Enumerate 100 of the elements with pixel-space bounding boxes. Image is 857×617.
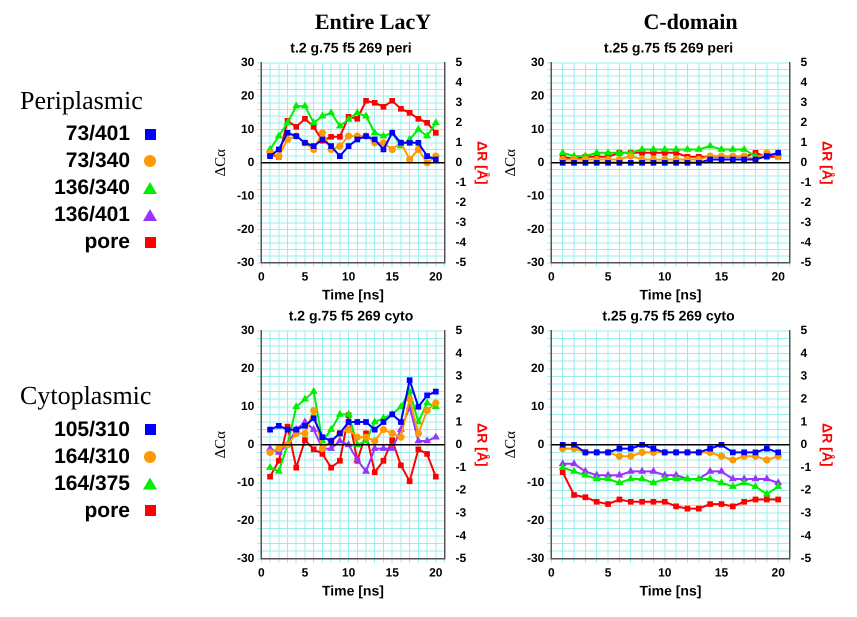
y-tick-label: -20 bbox=[527, 222, 545, 236]
legend-label: 73/340 bbox=[64, 149, 130, 172]
legend-label: pore bbox=[83, 230, 130, 253]
y2-tick-label: 0 bbox=[800, 437, 808, 452]
y2-tick-label: -4 bbox=[800, 528, 812, 542]
y2-tick-label: 0 bbox=[800, 155, 808, 170]
y-tick-label: 0 bbox=[538, 437, 545, 452]
y2-tick-label: 0 bbox=[456, 437, 463, 452]
y2-tick-label: -2 bbox=[800, 195, 812, 210]
y2-axis-title: ΔR [Å] bbox=[474, 423, 491, 467]
y2-tick-label: 5 bbox=[800, 323, 808, 338]
x-tick-label: 10 bbox=[658, 269, 672, 284]
y-tick-label: -30 bbox=[237, 551, 255, 566]
y-tick-label: 10 bbox=[530, 122, 545, 136]
chart-title: t.25 g.75 f5 269 peri bbox=[604, 39, 734, 56]
y2-tick-label: -2 bbox=[456, 195, 467, 210]
y2-tick-label: -5 bbox=[800, 255, 812, 270]
legend-title: Periplasmic bbox=[20, 84, 144, 116]
x-tick-label: 10 bbox=[342, 565, 356, 580]
y2-tick-label: -3 bbox=[456, 506, 467, 520]
x-tick-label: 10 bbox=[342, 269, 356, 284]
y2-tick-label: 2 bbox=[800, 392, 808, 406]
y-tick-label: 10 bbox=[240, 122, 255, 136]
y-axis-title: ΔCα bbox=[212, 148, 229, 177]
y2-tick-label: 1 bbox=[456, 135, 463, 150]
y2-tick-label: -2 bbox=[456, 482, 467, 497]
y2-tick-label: -5 bbox=[800, 551, 812, 566]
legend-title: Cytoplasmic bbox=[20, 380, 152, 412]
legend-label: 105/310 bbox=[53, 418, 130, 440]
y-tick-label: -30 bbox=[527, 255, 545, 270]
text: Entire LacY bbox=[314, 8, 432, 36]
y2-tick-label: 4 bbox=[456, 75, 463, 90]
y2-axis-title: ΔR [Å] bbox=[820, 141, 836, 185]
text: C-domain bbox=[642, 8, 739, 36]
x-tick-label: 0 bbox=[548, 565, 555, 580]
y2-tick-label: -3 bbox=[800, 506, 812, 520]
y2-axis-title: ΔR [Å] bbox=[474, 141, 491, 185]
y2-tick-label: -5 bbox=[456, 255, 467, 270]
y2-tick-label: 4 bbox=[456, 346, 463, 360]
y-tick-label: -10 bbox=[237, 475, 255, 490]
y-tick-label: -10 bbox=[527, 475, 545, 490]
chart-title: t.25 g.75 f5 269 cyto bbox=[602, 307, 735, 324]
y2-tick-label: 0 bbox=[456, 155, 463, 170]
y2-tick-label: 1 bbox=[800, 414, 808, 428]
y-tick-label: -10 bbox=[527, 188, 545, 202]
y2-axis-title: ΔR [Å] bbox=[820, 423, 836, 467]
y2-tick-label: -4 bbox=[800, 235, 812, 250]
y-tick-label: 10 bbox=[530, 399, 545, 414]
y2-tick-label: 1 bbox=[456, 414, 463, 428]
y2-tick-label: 2 bbox=[800, 115, 808, 130]
x-tick-label: 5 bbox=[604, 269, 612, 284]
y-axis-title: ΔCα bbox=[502, 148, 519, 177]
y-tick-label: -20 bbox=[237, 513, 255, 528]
y-tick-label: 20 bbox=[530, 361, 545, 376]
y-tick-label: 20 bbox=[240, 88, 255, 102]
y-tick-label: 20 bbox=[530, 88, 545, 102]
y-tick-label: -30 bbox=[527, 551, 545, 566]
x-tick-label: 15 bbox=[386, 565, 400, 580]
y2-tick-label: -3 bbox=[456, 215, 467, 230]
y-tick-label: -30 bbox=[237, 255, 255, 270]
x-axis-title: Time [ns] bbox=[639, 286, 702, 302]
x-axis-title: Time [ns] bbox=[639, 582, 702, 598]
y2-tick-label: 4 bbox=[800, 75, 808, 90]
y-tick-label: 30 bbox=[240, 323, 255, 338]
y-tick-label: 30 bbox=[530, 55, 545, 70]
x-axis-title: Time [ns] bbox=[322, 582, 384, 598]
legend-label: 73/401 bbox=[64, 122, 130, 145]
y2-tick-label: 1 bbox=[800, 135, 808, 150]
y-tick-label: -20 bbox=[237, 222, 255, 236]
x-axis-title: Time [ns] bbox=[322, 286, 384, 302]
x-tick-label: 15 bbox=[386, 269, 400, 284]
x-tick-label: 5 bbox=[604, 565, 612, 580]
y2-tick-label: 4 bbox=[800, 346, 808, 360]
y2-tick-label: 5 bbox=[456, 323, 463, 338]
x-tick-label: 20 bbox=[772, 269, 786, 284]
y2-tick-label: -1 bbox=[456, 460, 467, 474]
chart-title: t.2 g.75 f5 269 peri bbox=[290, 39, 412, 56]
x-tick-label: 20 bbox=[772, 565, 786, 580]
y2-tick-label: 3 bbox=[456, 368, 463, 383]
y2-tick-label: -4 bbox=[456, 235, 467, 250]
legend-label: 164/375 bbox=[53, 472, 130, 494]
x-tick-label: 10 bbox=[658, 565, 672, 580]
legend-label: pore bbox=[83, 498, 130, 522]
y-tick-label: -20 bbox=[527, 513, 545, 528]
x-tick-label: 0 bbox=[258, 269, 265, 284]
x-tick-label: 5 bbox=[302, 269, 309, 284]
y-tick-label: -10 bbox=[237, 188, 255, 202]
chart-title: t.2 g.75 f5 269 cyto bbox=[288, 307, 414, 324]
x-tick-label: 0 bbox=[548, 269, 555, 284]
y-tick-label: 10 bbox=[240, 399, 255, 414]
y-tick-label: 30 bbox=[530, 323, 545, 338]
y-tick-label: 0 bbox=[538, 155, 545, 170]
y2-tick-label: -1 bbox=[800, 175, 812, 190]
y2-tick-label: -4 bbox=[456, 528, 467, 542]
y-tick-label: 0 bbox=[248, 437, 255, 452]
y2-tick-label: 2 bbox=[456, 115, 463, 130]
y-axis-title: ΔCα bbox=[212, 430, 229, 459]
y2-tick-label: 5 bbox=[456, 55, 463, 70]
y2-tick-label: 3 bbox=[800, 95, 808, 110]
x-tick-label: 15 bbox=[714, 269, 728, 284]
